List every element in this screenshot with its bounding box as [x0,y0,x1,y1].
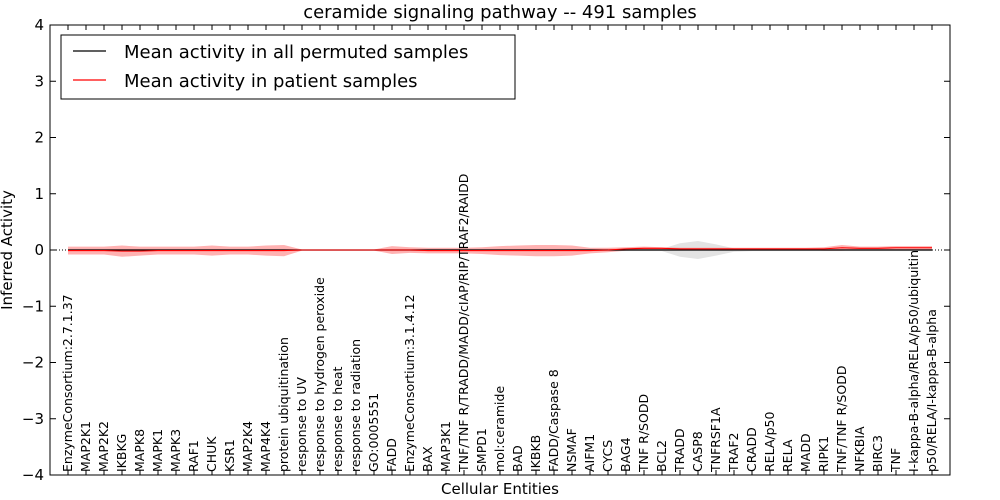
y-axis-label: Inferred Activity [0,190,16,310]
x-tick-label: protein ubiquitination [276,337,291,472]
x-tick-label: AIFM1 [582,434,597,472]
y-tick-label: −2 [22,354,44,372]
x-tick-label: RAF1 [186,440,201,472]
x-tick-label: p50/RELA/I-kappa-B-alpha [924,309,939,472]
x-tick-label: FADD/Caspase 8 [546,369,561,472]
x-tick-label: RELA [780,439,795,472]
x-tick-label: CRADD [744,427,759,472]
y-tick-label: 1 [34,185,44,203]
x-tick-label: CHUK [204,436,219,472]
x-tick-label: EnzymeConsortium:2.7.1.37 [60,294,75,472]
legend-label-permuted: Mean activity in all permuted samples [124,42,468,63]
x-tick-label: NSMAF [564,428,579,472]
x-tick-label: MAPK1 [150,429,165,472]
x-tick-label: EnzymeConsortium:3.1.4.12 [402,294,417,472]
x-tick-label: IKBKG [114,434,129,472]
x-tick-label: TNF/TNF R/SODD [834,366,849,473]
x-tick-label: FADD [384,438,399,472]
legend-box [60,34,516,100]
x-tick-label: SMPD1 [474,428,489,472]
x-tick-label: MAPK8 [132,429,147,472]
y-tick-label: −1 [22,297,44,315]
x-tick-label: MAP2K4 [240,421,255,472]
line-patient [68,247,932,252]
x-tick-label: BAG4 [618,437,633,472]
x-tick-label: RIPK1 [816,436,831,472]
x-tick-label: NFKBIA [852,426,867,472]
x-tick-label: MAP2K2 [96,421,111,472]
x-tick-label: mol:ceramide [492,386,507,472]
x-tick-label: MAP3K1 [438,421,453,472]
series-lines [68,247,932,252]
chart-title: ceramide signaling pathway -- 491 sample… [303,2,697,23]
x-tick-label: BCL2 [654,440,669,472]
x-tick-label: IKBKB [528,435,543,472]
y-tick-label: −4 [22,466,44,484]
x-tick-label: TNF [888,448,903,473]
x-tick-label: TRAF2 [726,432,741,473]
x-tick-label: BAD [510,445,525,472]
x-tick-label: GO:0005551 [366,393,381,472]
x-tick-label: MADD [798,433,813,472]
x-tick-label: MAP4K4 [258,421,273,472]
x-tick-label: TNFRSF1A [708,407,723,473]
x-tick-label: TRADD [672,428,687,473]
x-tick-label: response to radiation [348,339,363,472]
y-tick-label: 3 [34,72,44,90]
x-tick-label: BAX [420,446,435,472]
x-tick-label: BIRC3 [870,435,885,472]
x-tick-label: CASP8 [690,431,705,472]
x-tick-label: response to hydrogen peroxide [312,277,327,472]
legend-label-patient: Mean activity in patient samples [124,71,418,92]
y-tick-label: 0 [34,241,44,259]
y-tick-label: 2 [34,129,44,147]
y-tick-label: 4 [34,16,44,34]
x-axis-label: Cellular Entities [441,480,559,498]
x-tick-label: RELA/p50 [762,412,777,472]
x-tick-label: I-kappa-B-alpha/RELA/p50/ubiquitin [906,250,921,472]
x-tick-label: CYCS [600,440,615,472]
legend: Mean activity in all permuted samples Me… [60,34,516,100]
x-tick-label: MAPK3 [168,429,183,472]
x-tick-label: TNF/TNF R/TRADD/MADD/cIAP/RIP/TRAF2/RAID… [456,174,471,473]
x-tick-label: response to heat [330,366,345,472]
x-axis-ticks: EnzymeConsortium:2.7.1.37 MAP2K1 MAP2K2 IKB… [60,25,939,475]
y-tick-label: −3 [22,410,44,428]
x-tick-label: TNF R/SODD [636,394,651,473]
x-tick-label: response to UV [294,377,309,472]
x-tick-label: MAP2K1 [78,421,93,472]
x-tick-label: KSR1 [222,439,237,472]
